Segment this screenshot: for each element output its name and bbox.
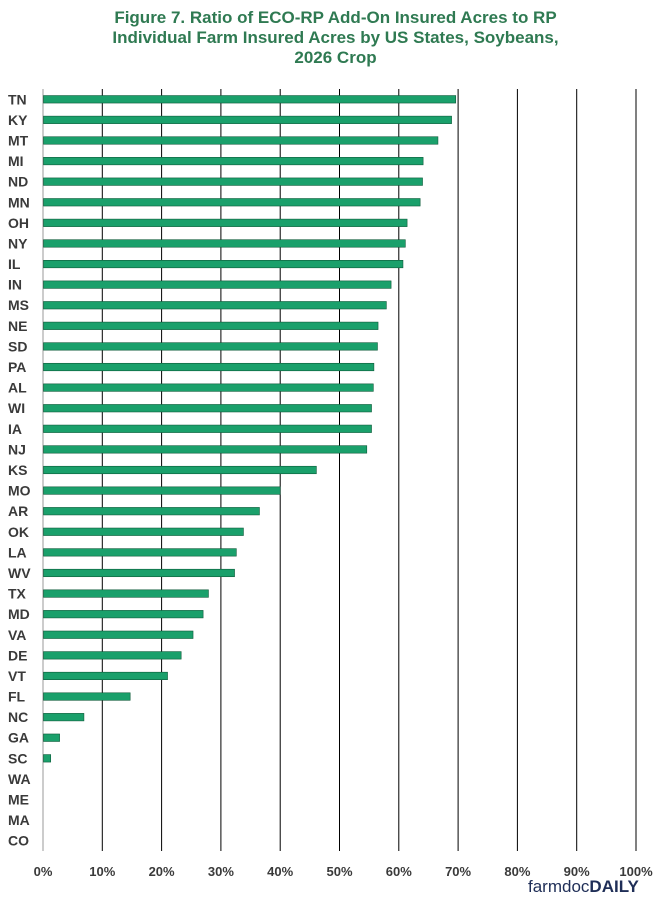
chart-title: Figure 7. Ratio of ECO-RP Add-On Insured…	[0, 8, 671, 68]
x-tick-label: 10%	[89, 864, 115, 879]
bar-ky	[43, 115, 452, 124]
category-label-nj: NJ	[8, 441, 26, 457]
bar-tn	[43, 95, 457, 104]
bar-ne	[43, 321, 379, 330]
x-tick-label: 0%	[34, 864, 53, 879]
category-label-ky: KY	[8, 112, 28, 128]
bar-ar	[43, 507, 260, 516]
x-tick-label: 70%	[445, 864, 471, 879]
bar-pa	[43, 362, 375, 372]
category-label-ia: IA	[8, 421, 22, 437]
bar-oh	[43, 218, 408, 227]
bar-mo	[43, 486, 281, 495]
bar-tx	[43, 589, 209, 598]
x-tick-label: 60%	[386, 864, 412, 879]
x-tick-label: 100%	[619, 864, 653, 879]
category-label-al: AL	[8, 380, 27, 396]
category-label-mi: MI	[8, 153, 24, 169]
bar-fl	[43, 692, 131, 701]
bar-la	[43, 548, 237, 557]
category-label-sc: SC	[8, 750, 27, 766]
bar-nc	[43, 713, 85, 722]
category-label-pa: PA	[8, 359, 26, 375]
category-label-mt: MT	[8, 132, 29, 148]
bars	[43, 95, 457, 763]
bar-wi	[43, 404, 372, 413]
category-label-de: DE	[8, 647, 27, 663]
logo-text-daily: DAILY	[589, 877, 639, 896]
category-label-ms: MS	[8, 297, 29, 313]
category-label-mo: MO	[8, 483, 31, 499]
category-label-nc: NC	[8, 709, 28, 725]
category-label-il: IL	[8, 256, 21, 272]
category-label-vt: VT	[8, 668, 26, 684]
x-tick-label: 30%	[208, 864, 234, 879]
category-label-wi: WI	[8, 400, 25, 416]
bar-nj	[43, 445, 368, 454]
category-label-ma: MA	[8, 812, 30, 828]
category-label-nd: ND	[8, 174, 28, 190]
bar-mn	[43, 198, 421, 207]
category-label-mn: MN	[8, 194, 30, 210]
bar-ms	[43, 301, 387, 310]
bar-il	[43, 260, 404, 269]
category-label-wv: WV	[8, 565, 31, 581]
bar-vt	[43, 671, 168, 680]
x-tick-label: 40%	[267, 864, 293, 879]
bar-in	[43, 280, 392, 289]
category-label-sd: SD	[8, 338, 27, 354]
bar-va	[43, 630, 194, 639]
category-label-tn: TN	[8, 91, 27, 107]
chart-title-line-1: Figure 7. Ratio of ECO-RP Add-On Insured…	[114, 8, 557, 27]
x-tick-labels: 0% 10% 20% 30% 40% 50% 60% 70% 80% 90% 100%	[34, 864, 653, 879]
category-label-ne: NE	[8, 318, 27, 334]
category-label-ny: NY	[8, 235, 28, 251]
bar-de	[43, 651, 182, 660]
bar-sd	[43, 342, 378, 351]
chart-title-line-3: 2026 Crop	[294, 48, 377, 67]
bar-ks	[43, 465, 317, 475]
farmdoc-daily-logo: farmdocDAILY	[528, 877, 639, 897]
category-label-md: MD	[8, 606, 30, 622]
x-tick-label: 80%	[504, 864, 530, 879]
category-label-ok: OK	[8, 524, 29, 540]
x-tick-label: 20%	[149, 864, 175, 879]
bar-ok	[43, 527, 244, 536]
category-label-in: IN	[8, 277, 22, 293]
chart-title-line-2: Individual Farm Insured Acres by US Stat…	[112, 28, 559, 47]
category-label-co: CO	[8, 833, 29, 849]
category-label-ga: GA	[8, 730, 29, 746]
category-label-me: ME	[8, 792, 29, 808]
category-label-tx: TX	[8, 586, 27, 602]
category-labels: TN KY MT MI ND MN OH NY IL IN MS NE SD PA AL WI IA NJ KS MO…	[8, 91, 31, 848]
bar-sc	[43, 754, 52, 763]
bar-ny	[43, 239, 406, 248]
category-label-la: LA	[8, 544, 27, 560]
bar-ia	[43, 424, 372, 433]
bar-wv	[43, 568, 235, 578]
category-label-fl: FL	[8, 689, 26, 705]
bar-al	[43, 383, 374, 392]
category-label-ks: KS	[8, 462, 27, 478]
bar-mt	[43, 136, 439, 145]
x-tick-label: 50%	[326, 864, 352, 879]
logo-text-farmdoc: farmdoc	[528, 877, 590, 896]
bar-mi	[43, 157, 424, 166]
category-label-va: VA	[8, 627, 26, 643]
category-label-ar: AR	[8, 503, 28, 519]
category-label-oh: OH	[8, 215, 29, 231]
x-tick-label: 90%	[564, 864, 590, 879]
bar-md	[43, 610, 204, 619]
bar-nd	[43, 177, 423, 186]
bar-ga	[43, 733, 60, 742]
category-label-wa: WA	[8, 771, 31, 787]
